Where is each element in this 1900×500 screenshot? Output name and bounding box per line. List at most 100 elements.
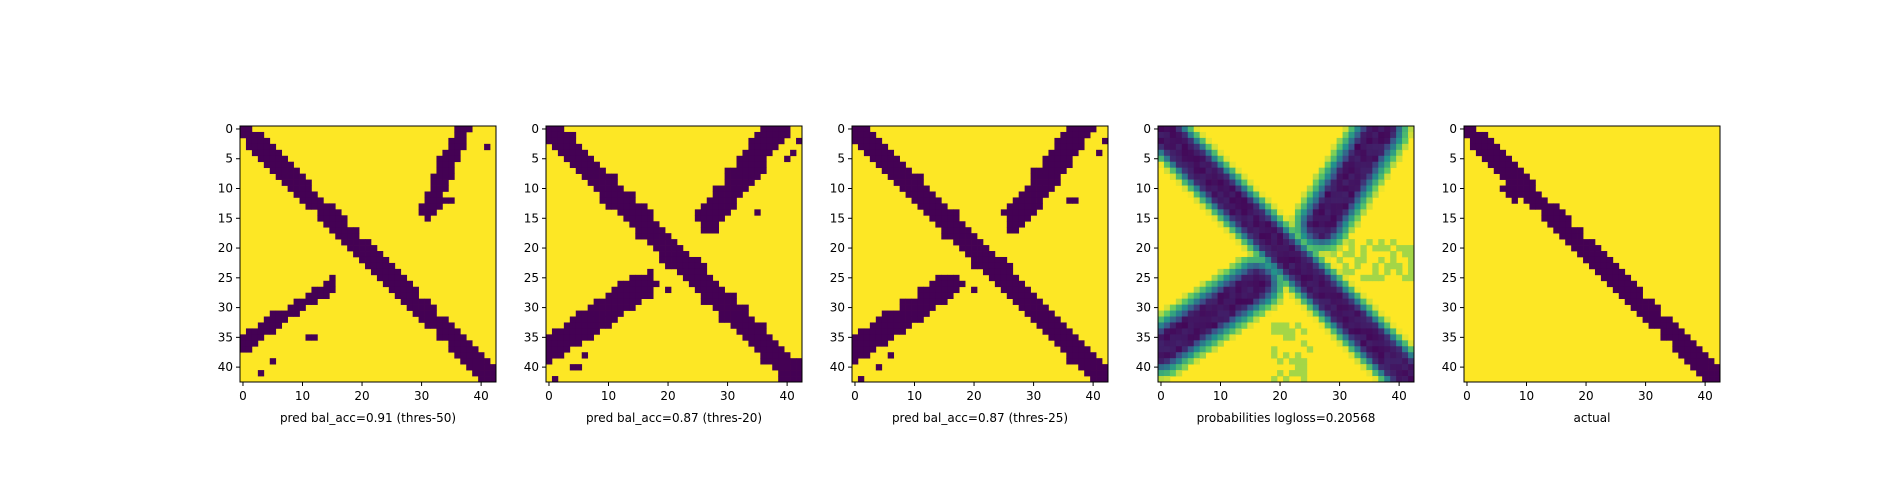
- heatmap-cell: [1235, 316, 1242, 323]
- heatmap-cell: [736, 304, 743, 311]
- heatmap-cell: [551, 137, 559, 145]
- heatmap-cell: [1018, 215, 1026, 222]
- heatmap-cell: [1169, 126, 1177, 133]
- heatmap-cell: [875, 364, 883, 371]
- heatmap-cell: [1283, 352, 1290, 359]
- heatmap-cell: [1090, 358, 1097, 365]
- heatmap-cell: [1277, 251, 1284, 258]
- heatmap-cell: [1294, 227, 1302, 234]
- heatmap-cell: [1217, 298, 1224, 305]
- heatmap-cell: [929, 191, 936, 198]
- heatmap-cell: [1181, 340, 1189, 347]
- heatmap-cell: [1169, 328, 1177, 335]
- heatmap-cell: [947, 280, 954, 288]
- heatmap-cell: [1336, 304, 1343, 311]
- heatmap-cell: [1366, 197, 1373, 204]
- heatmap-cell: [1348, 131, 1355, 139]
- heatmap-cell: [653, 280, 660, 288]
- heatmap-cell: [1223, 173, 1230, 180]
- heatmap-cell: [1336, 316, 1343, 323]
- heatmap-cell: [1402, 143, 1409, 151]
- heatmap-cell: [1235, 233, 1242, 240]
- heatmap-cell: [563, 143, 571, 151]
- heatmap-cell: [706, 292, 714, 300]
- y-tick-label: 30: [1136, 301, 1151, 315]
- heatmap-cell: [611, 298, 618, 305]
- heatmap-cell: [1684, 340, 1691, 347]
- heatmap-cell: [1253, 251, 1260, 258]
- heatmap-cell: [988, 262, 996, 270]
- heatmap-cell: [299, 179, 306, 186]
- heatmap-cell: [1505, 155, 1512, 163]
- heatmap-cell: [671, 262, 678, 270]
- heatmap-cell: [1175, 143, 1183, 151]
- heatmap-cell: [1205, 292, 1212, 300]
- heatmap-cell: [1259, 245, 1266, 252]
- heatmap-cell: [1606, 256, 1614, 264]
- heatmap-cell: [1235, 286, 1242, 294]
- heatmap-cell: [1024, 191, 1031, 198]
- heatmap-cell: [863, 352, 871, 359]
- heatmap-cell: [760, 167, 767, 174]
- heatmap-cell: [1294, 256, 1302, 264]
- heatmap-cell: [1354, 161, 1361, 169]
- heatmap-cell: [659, 233, 666, 240]
- heatmap-cell: [1084, 346, 1091, 353]
- heatmap-cell: [1211, 316, 1218, 323]
- heatmap-cell: [971, 256, 978, 264]
- heatmap-cell: [1259, 256, 1266, 264]
- heatmap-cell: [1372, 346, 1379, 353]
- heatmap-cell: [676, 262, 684, 270]
- heatmap-cell: [1018, 292, 1026, 300]
- heatmap-cell: [599, 167, 606, 174]
- heatmap-cell: [1247, 292, 1254, 300]
- heatmap-cell: [1672, 334, 1679, 341]
- heatmap-cell: [748, 149, 755, 157]
- heatmap-cell: [1211, 346, 1218, 353]
- heatmap-cell: [394, 286, 402, 294]
- heatmap-cell: [472, 352, 479, 359]
- heatmap-cell: [1396, 268, 1403, 276]
- heatmap-cell: [1271, 251, 1278, 258]
- heatmap-cell: [1342, 155, 1349, 163]
- heatmap-cell: [1360, 310, 1367, 317]
- heatmap-cell: [929, 197, 936, 204]
- heatmap-cell: [796, 376, 803, 383]
- heatmap-cell: [1175, 352, 1183, 359]
- heatmap-cell: [1372, 268, 1379, 276]
- heatmap-cell: [1312, 292, 1320, 300]
- heatmap-cell: [323, 292, 330, 300]
- heatmap-cell: [1012, 227, 1020, 234]
- heatmap-cell: [899, 161, 906, 169]
- heatmap-cell: [1175, 155, 1183, 163]
- heatmap-cell: [1696, 358, 1703, 365]
- heatmap-cell: [887, 149, 895, 157]
- heatmap-cell: [581, 322, 589, 329]
- heatmap-cell: [929, 209, 936, 216]
- heatmap-cell: [784, 364, 791, 371]
- heatmap-cell: [1066, 143, 1073, 151]
- heatmap-cell: [1211, 155, 1218, 163]
- heatmap-cell: [1378, 149, 1385, 157]
- heatmap-cell: [935, 221, 942, 228]
- heatmap-cell: [546, 334, 553, 341]
- heatmap-cell: [1288, 358, 1296, 365]
- heatmap-cell: [635, 280, 642, 288]
- heatmap-cell: [1163, 370, 1171, 377]
- heatmap-cell: [1084, 126, 1091, 133]
- heatmap-cell: [1318, 310, 1326, 317]
- heatmap-cell: [575, 316, 583, 323]
- heatmap-cell: [1271, 286, 1278, 294]
- heatmap-cell: [1306, 221, 1314, 228]
- heatmap-cell: [1181, 143, 1189, 151]
- heatmap-cell: [269, 149, 277, 157]
- heatmap-cell: [635, 298, 642, 305]
- heatmap-cell: [1499, 161, 1507, 169]
- heatmap-cell: [1594, 262, 1602, 270]
- heatmap-cell: [617, 280, 624, 288]
- heatmap-cell: [1312, 274, 1320, 282]
- heatmap-cell: [1217, 185, 1224, 192]
- heatmap-cell: [1175, 298, 1183, 305]
- heatmap-cell: [1336, 197, 1343, 204]
- heatmap-cell: [1253, 227, 1260, 234]
